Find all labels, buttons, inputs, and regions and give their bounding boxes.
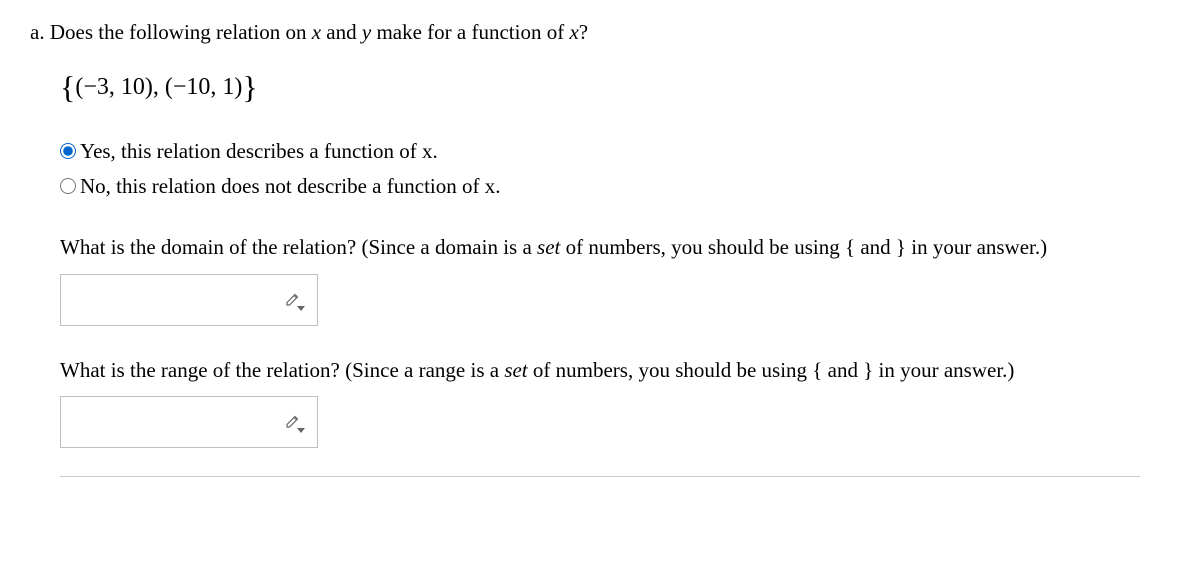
math-expression: {(−3, 10), (−10, 1)}	[60, 69, 1170, 106]
question-text-2: and	[321, 20, 362, 44]
var-x2: x	[569, 20, 578, 44]
domain-question: What is the domain of the relation? (Sin…	[60, 231, 1170, 264]
domain-q-after: of numbers, you should be using { and } …	[560, 235, 1047, 259]
radio-row-yes: Yes, this relation describes a function …	[60, 134, 1170, 169]
var-x: x	[312, 20, 321, 44]
part-label: a.	[30, 20, 45, 44]
range-q-after: of numbers, you should be using { and } …	[528, 358, 1015, 382]
range-q-italic: set	[504, 358, 527, 382]
question-text-1: Does the following relation on	[50, 20, 312, 44]
range-question: What is the range of the relation? (Sinc…	[60, 354, 1170, 387]
pencil-icon[interactable]	[285, 413, 303, 431]
var-y: y	[362, 20, 371, 44]
radio-yes[interactable]	[60, 143, 76, 159]
question-line: a. Does the following relation on x and …	[30, 20, 1170, 45]
question-text-4: ?	[579, 20, 588, 44]
radio-no-label[interactable]: No, this relation does not describe a fu…	[80, 169, 500, 204]
chevron-down-icon	[297, 306, 305, 311]
radio-row-no: No, this relation does not describe a fu…	[60, 169, 1170, 204]
radio-group: Yes, this relation describes a function …	[60, 134, 1170, 203]
divider	[60, 476, 1140, 477]
question-text-3: make for a function of	[371, 20, 569, 44]
domain-answer-box[interactable]	[60, 274, 318, 326]
radio-yes-label[interactable]: Yes, this relation describes a function …	[80, 134, 438, 169]
range-q-before: What is the range of the relation? (Sinc…	[60, 358, 504, 382]
range-input[interactable]	[85, 397, 285, 447]
radio-no[interactable]	[60, 178, 76, 194]
domain-q-italic: set	[537, 235, 560, 259]
domain-q-before: What is the domain of the relation? (Sin…	[60, 235, 537, 259]
pencil-icon[interactable]	[285, 291, 303, 309]
chevron-down-icon	[297, 428, 305, 433]
math-content: (−3, 10), (−10, 1)	[75, 74, 242, 100]
range-answer-box[interactable]	[60, 396, 318, 448]
domain-input[interactable]	[85, 275, 285, 325]
